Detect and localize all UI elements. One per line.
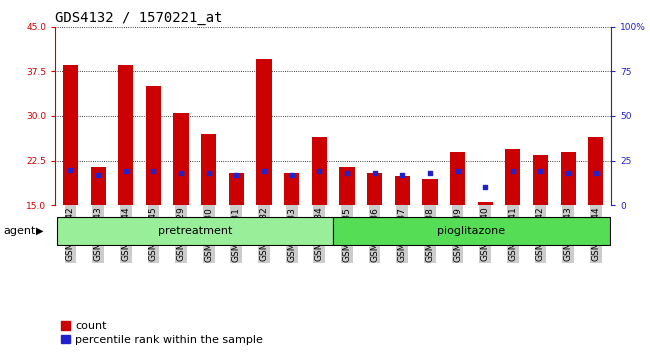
Bar bbox=[146, 86, 161, 205]
Point bbox=[93, 172, 103, 178]
Bar bbox=[118, 65, 133, 205]
Point bbox=[148, 169, 159, 174]
Bar bbox=[57, 217, 333, 245]
Bar bbox=[395, 176, 410, 205]
Text: pretreatment: pretreatment bbox=[158, 226, 232, 236]
Point bbox=[231, 172, 242, 178]
Bar bbox=[560, 152, 576, 205]
Point bbox=[397, 172, 408, 178]
Point bbox=[424, 170, 435, 176]
Bar bbox=[367, 172, 382, 205]
Bar bbox=[90, 167, 106, 205]
Point bbox=[176, 170, 187, 176]
Text: GDS4132 / 1570221_at: GDS4132 / 1570221_at bbox=[55, 11, 223, 25]
Bar bbox=[450, 152, 465, 205]
Bar bbox=[256, 59, 272, 205]
Text: agent: agent bbox=[3, 226, 36, 236]
Point bbox=[259, 169, 269, 174]
Point bbox=[203, 170, 214, 176]
Point bbox=[536, 169, 546, 174]
Bar bbox=[478, 202, 493, 205]
Point bbox=[65, 167, 75, 172]
Bar bbox=[339, 167, 354, 205]
Bar bbox=[174, 113, 188, 205]
Bar bbox=[422, 178, 437, 205]
Point bbox=[591, 170, 601, 176]
Point bbox=[452, 169, 463, 174]
Text: ▶: ▶ bbox=[36, 226, 44, 236]
Bar bbox=[63, 65, 78, 205]
Point bbox=[563, 170, 573, 176]
Bar bbox=[588, 137, 603, 205]
Bar bbox=[284, 172, 299, 205]
Point bbox=[314, 169, 324, 174]
Point bbox=[287, 172, 297, 178]
Bar bbox=[505, 149, 521, 205]
Bar bbox=[533, 155, 548, 205]
Point bbox=[120, 169, 131, 174]
Point bbox=[342, 170, 352, 176]
Bar bbox=[229, 172, 244, 205]
Legend: count, percentile rank within the sample: count, percentile rank within the sample bbox=[61, 321, 263, 345]
Bar bbox=[201, 134, 216, 205]
Point bbox=[369, 170, 380, 176]
Point bbox=[480, 185, 490, 190]
Point bbox=[508, 169, 518, 174]
Bar bbox=[312, 137, 327, 205]
Text: pioglitazone: pioglitazone bbox=[437, 226, 506, 236]
Bar bbox=[333, 217, 610, 245]
